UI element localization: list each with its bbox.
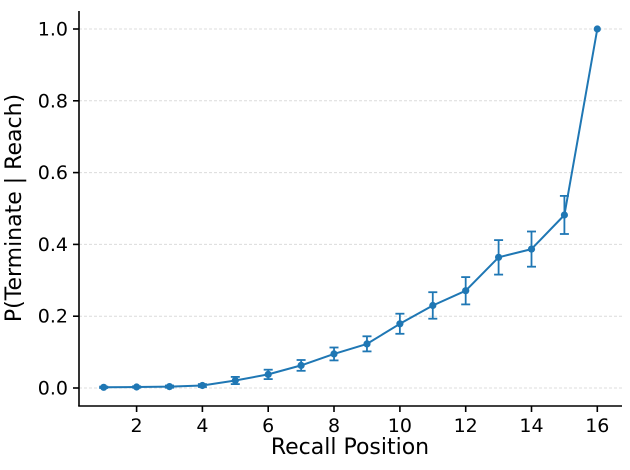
data-point xyxy=(560,211,569,219)
data-point xyxy=(363,340,371,348)
data-point xyxy=(100,383,108,391)
y-tick-label: 0.6 xyxy=(38,162,68,184)
y-tick-label: 0.0 xyxy=(38,378,68,400)
y-tick-label: 0.4 xyxy=(38,234,68,256)
data-point xyxy=(297,361,305,369)
x-tick-label: 2 xyxy=(131,415,143,437)
y-axis-title: P(Terminate | Reach) xyxy=(2,94,27,322)
gridlines-layer xyxy=(79,28,622,389)
data-point xyxy=(462,287,470,295)
y-tick-label: 1.0 xyxy=(38,19,68,41)
series-layer xyxy=(99,25,601,391)
data-point xyxy=(198,381,206,390)
x-tick-label: 16 xyxy=(585,415,609,437)
data-point xyxy=(593,25,601,33)
x-tick-label: 8 xyxy=(328,415,340,437)
x-tick-label: 12 xyxy=(454,415,478,437)
data-point xyxy=(231,376,239,385)
data-point xyxy=(527,245,536,253)
data-point xyxy=(396,320,404,328)
data-point xyxy=(264,370,272,378)
data-point xyxy=(165,383,174,391)
series-line xyxy=(103,28,599,389)
data-point xyxy=(330,350,338,358)
y-tick-label: 0.2 xyxy=(38,306,68,328)
axes-layer: 2 4 6 8 10 12 14 16 0.0 0.2 0.4 0.6 0.8 1.0 xyxy=(38,11,622,437)
x-tick-label: 6 xyxy=(262,415,274,437)
data-point xyxy=(133,383,141,391)
x-axis-title: Recall Position xyxy=(271,435,429,460)
data-point xyxy=(495,253,503,261)
y-tick-label: 0.8 xyxy=(38,90,68,112)
data-point xyxy=(429,301,437,310)
x-tick-label: 4 xyxy=(196,415,208,437)
x-tick-label: 14 xyxy=(519,415,543,437)
x-tick-label: 10 xyxy=(388,415,412,437)
